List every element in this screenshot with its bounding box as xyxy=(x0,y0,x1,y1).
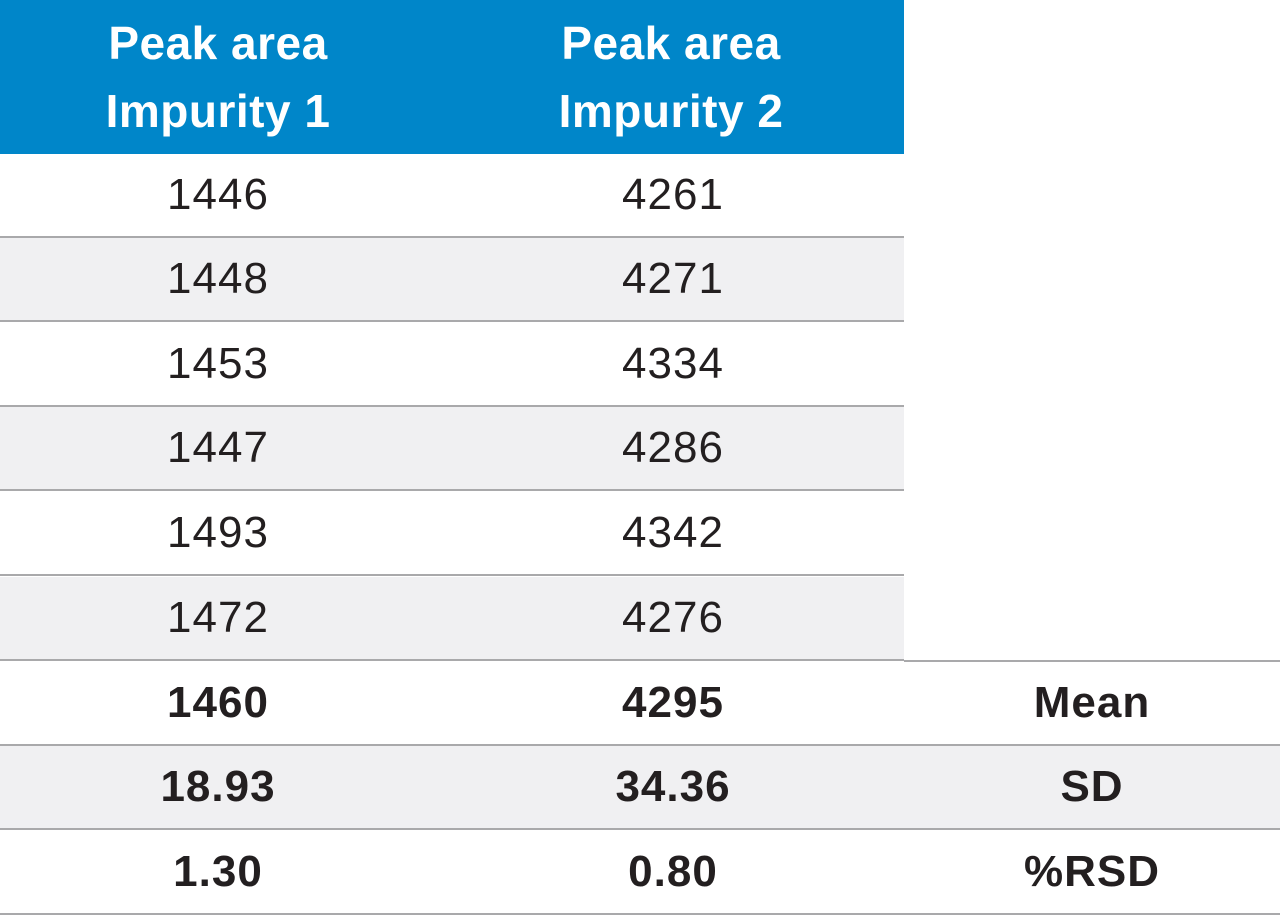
rsd-impurity-2: 0.80 xyxy=(628,847,718,896)
stats-top-divider xyxy=(904,660,1280,662)
table-row: 1472 4276 xyxy=(0,577,904,661)
impurity-1-value: 1447 xyxy=(167,423,269,472)
mean-impurity-2: 4295 xyxy=(622,678,724,727)
mean-impurity-1: 1460 xyxy=(167,678,269,727)
header-impurity-2-line1: Peak area xyxy=(561,17,781,69)
impurity-1-value: 1453 xyxy=(167,339,269,388)
header-impurity-1-line2: Impurity 1 xyxy=(105,85,331,137)
rsd-label: %RSD xyxy=(1023,847,1161,896)
impurity-1-value: 1448 xyxy=(167,254,269,303)
impurity-1-value: 1493 xyxy=(167,508,269,557)
table-row: 1448 4271 xyxy=(0,238,904,322)
impurity-2-value: 4286 xyxy=(622,423,724,472)
sd-impurity-2: 34.36 xyxy=(615,762,731,811)
sd-impurity-1: 18.93 xyxy=(160,762,276,811)
table-row: 1493 4342 xyxy=(0,492,904,576)
header-impurity-1-line1: Peak area xyxy=(108,17,328,69)
header-impurity-2-line2: Impurity 2 xyxy=(558,85,784,137)
impurity-2-value: 4334 xyxy=(622,339,724,388)
table-row: 1446 4261 xyxy=(0,154,904,238)
header-impurity-2: Peak area Impurity 2 xyxy=(445,0,897,154)
impurity-2-value: 4261 xyxy=(622,170,724,219)
impurity-2-value: 4342 xyxy=(622,508,724,557)
header-impurity-1: Peak area Impurity 1 xyxy=(0,0,444,154)
mean-label: Mean xyxy=(1033,678,1151,727)
stats-row-sd: 18.93 34.36 SD xyxy=(0,746,1280,830)
impurity-2-value: 4276 xyxy=(622,593,724,642)
stats-row-mean: 1460 4295 Mean xyxy=(0,662,1280,746)
impurity-1-value: 1472 xyxy=(167,593,269,642)
impurity-1-value: 1446 xyxy=(167,170,269,219)
table-row: 1453 4334 xyxy=(0,323,904,407)
sd-label: SD xyxy=(1060,762,1124,811)
impurity-2-value: 4271 xyxy=(622,254,724,303)
stats-row-rsd: 1.30 0.80 %RSD xyxy=(0,831,1280,915)
table-header: Peak area Impurity 1 Peak area Impurity … xyxy=(0,0,904,154)
rsd-impurity-1: 1.30 xyxy=(173,847,263,896)
table-row: 1447 4286 xyxy=(0,407,904,491)
